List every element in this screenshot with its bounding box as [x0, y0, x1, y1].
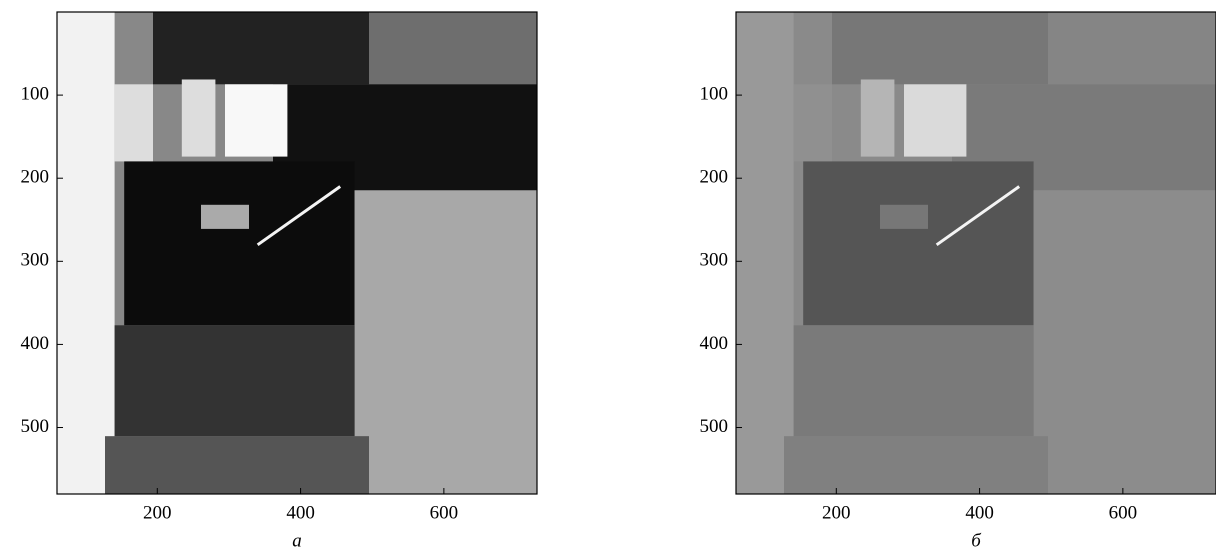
- image-region: [153, 12, 369, 84]
- y-tick-label: 400: [700, 333, 729, 354]
- y-tick-label: 500: [700, 416, 729, 437]
- x-tick-label: 400: [965, 502, 994, 523]
- panel-caption: б: [971, 530, 982, 551]
- image: [57, 12, 537, 494]
- image-region: [803, 161, 1033, 325]
- image-region: [1034, 190, 1216, 494]
- image-region: [832, 12, 1048, 84]
- image-region: [369, 12, 537, 84]
- y-tick-label: 400: [21, 333, 50, 354]
- image-region: [736, 12, 794, 494]
- image-region: [115, 84, 153, 161]
- image-region: [57, 12, 115, 494]
- panel: 200 400 600 100 200 300 400 500 а: [21, 12, 538, 551]
- x-tick-label: 600: [430, 502, 459, 523]
- x-tick-label: 200: [143, 502, 172, 523]
- image: [736, 12, 1216, 494]
- image-region: [904, 84, 966, 156]
- image-region: [784, 436, 1048, 494]
- image-region: [1048, 12, 1216, 84]
- x-tick-label: 400: [286, 502, 315, 523]
- y-tick-label: 200: [700, 167, 729, 188]
- y-tick-label: 500: [21, 416, 50, 437]
- panel-caption: а: [292, 530, 302, 551]
- image-region: [124, 161, 354, 325]
- image-region: [201, 205, 249, 229]
- y-tick-label: 300: [700, 250, 729, 271]
- x-tick-label: 200: [822, 502, 851, 523]
- image-region: [182, 79, 216, 156]
- image-region: [355, 190, 537, 494]
- image-region: [105, 436, 369, 494]
- y-tick-label: 100: [700, 83, 729, 104]
- panel: 200 400 600 100 200 300 400 500 б: [700, 12, 1216, 551]
- image-region: [794, 84, 832, 161]
- image-region: [225, 84, 287, 156]
- y-tick-label: 300: [21, 250, 50, 271]
- image-region: [861, 79, 895, 156]
- y-tick-label: 200: [21, 167, 50, 188]
- figure: 200400600100200300400500а200400600100200…: [0, 0, 1216, 554]
- y-tick-label: 100: [21, 83, 50, 104]
- image-region: [880, 205, 928, 229]
- image-region: [794, 325, 1034, 436]
- x-tick-label: 600: [1109, 502, 1138, 523]
- image-region: [115, 325, 355, 436]
